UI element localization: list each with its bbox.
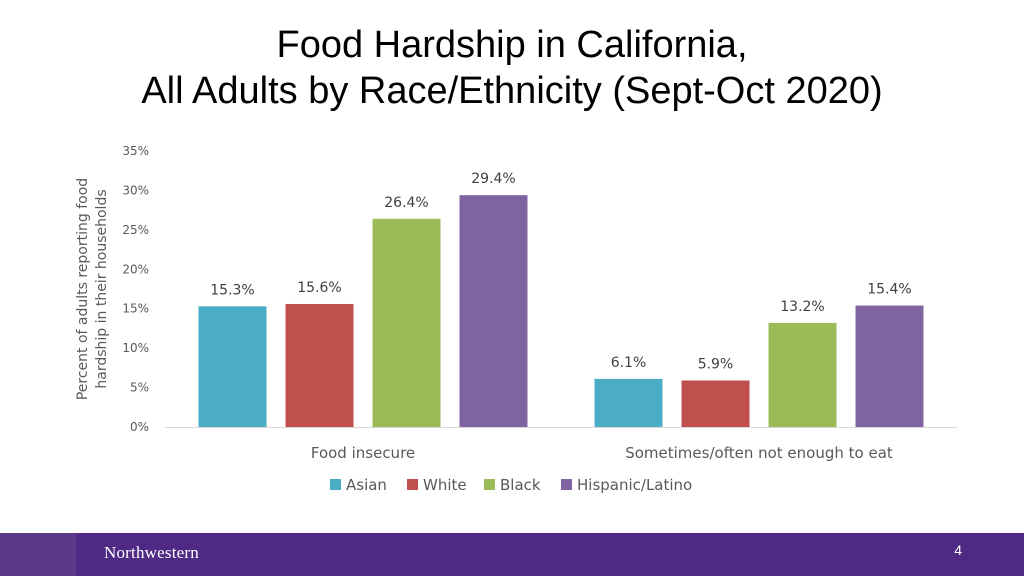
legend-label: White — [423, 476, 467, 494]
bar — [768, 322, 837, 427]
y-tick-label: 0% — [130, 420, 149, 434]
data-label: 15.4% — [867, 282, 911, 298]
slide-title-line2: All Adults by Race/Ethnicity (Sept-Oct 2… — [141, 70, 883, 112]
data-label: 15.6% — [297, 280, 341, 296]
legend-swatch — [407, 479, 418, 490]
bar — [681, 380, 750, 427]
brand-logo: Northwestern — [104, 543, 199, 562]
slide-title-line1: Food Hardship in California, — [276, 24, 748, 66]
bar — [372, 218, 441, 427]
bar-chart: 0% 5% 10% 15% 20% 25% 30% 35% Percent of adults … — [75, 144, 957, 494]
y-tick-label: 5% — [130, 381, 149, 395]
y-axis-title-line1: Percent of adults reporting food — [75, 178, 91, 400]
legend-swatch — [330, 479, 341, 490]
x-category-label: Sometimes/often not enough to eat — [625, 444, 893, 462]
y-tick-label: 35% — [122, 144, 149, 158]
data-label: 6.1% — [611, 355, 647, 371]
y-tick-label: 15% — [122, 302, 149, 316]
data-label: 15.3% — [210, 282, 254, 298]
bar — [594, 378, 663, 427]
y-tick-label: 30% — [122, 183, 149, 197]
legend-label: Black — [500, 476, 541, 494]
bar — [459, 195, 528, 427]
bar — [198, 306, 267, 427]
data-label: 26.4% — [384, 195, 428, 211]
page-number: 4 — [954, 542, 962, 558]
y-tick-label: 20% — [122, 262, 149, 276]
y-axis-title-line2: hardship in their households — [94, 189, 110, 388]
x-category-label: Food insecure — [311, 444, 415, 462]
data-label: 5.9% — [698, 356, 734, 372]
y-tick-label: 10% — [122, 341, 149, 355]
data-label: 13.2% — [780, 299, 824, 315]
data-label: 29.4% — [471, 171, 515, 187]
legend-swatch — [561, 479, 572, 490]
legend-label: Hispanic/Latino — [577, 476, 692, 494]
y-tick-label: 25% — [122, 223, 149, 237]
bar — [855, 305, 924, 427]
footer-accent-block — [0, 533, 76, 576]
bar — [285, 303, 354, 427]
slide-title: Food Hardship in California, All Adults … — [0, 22, 1024, 114]
legend-swatch — [484, 479, 495, 490]
legend-label: Asian — [346, 476, 387, 494]
footer-bar: Northwestern 4 — [0, 533, 1024, 576]
